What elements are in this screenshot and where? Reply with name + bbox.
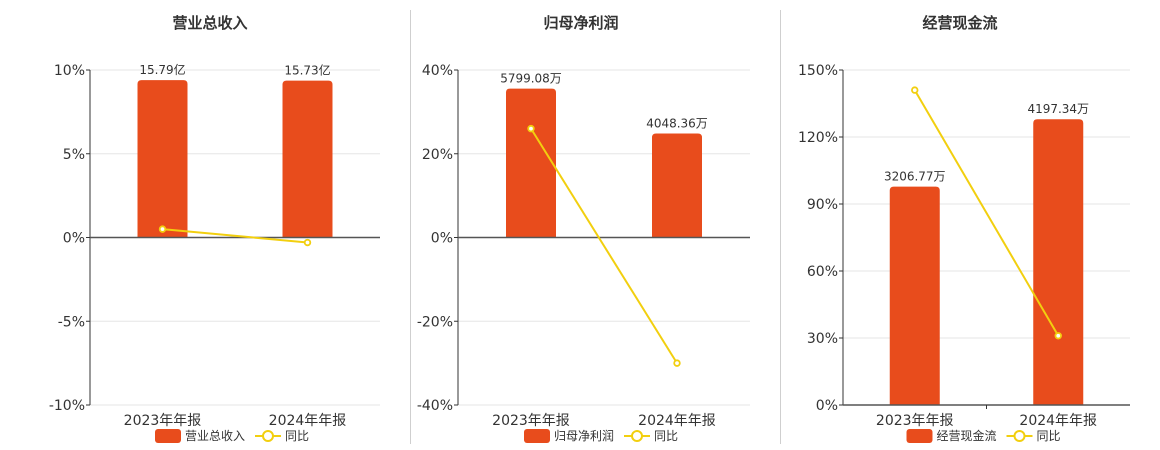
panel-divider-2 xyxy=(780,10,781,444)
legend-bar-label: 营业总收入 xyxy=(185,429,245,443)
x-tick-label: 2023年年报 xyxy=(876,413,954,429)
bar-data-label: 15.73亿 xyxy=(284,63,330,78)
chart-panel-1: 营业总收入 10% 5% 0% -5% -10% 15.79亿 15.73亿 2023年年报 20… xyxy=(49,14,380,443)
yoy-line xyxy=(913,89,1060,337)
panel-divider-1 xyxy=(410,10,411,444)
y-tick-label: 30% xyxy=(807,331,838,347)
bar-2 xyxy=(1033,119,1084,405)
yoy-line xyxy=(162,228,308,244)
chart-title: 经营现金流 xyxy=(922,14,997,32)
legend-bar-label: 经营现金流 xyxy=(937,428,997,443)
y-tick-label: 10% xyxy=(54,63,85,79)
y-tick-label: 120% xyxy=(798,130,838,146)
y-tick-label: 0% xyxy=(431,231,453,247)
legend-line-label: 同比 xyxy=(285,429,309,443)
y-tick-label: -5% xyxy=(58,314,85,330)
y-tick-label: -10% xyxy=(49,398,85,414)
bar-data-label: 15.79亿 xyxy=(139,62,185,77)
y-tick-label: 90% xyxy=(807,197,838,213)
chart-panel-3: 经营现金流 150% 120% 90% 60% 30% 0% 3206.77万 4197.34万… xyxy=(798,14,1130,443)
bar-data-label: 4048.36万 xyxy=(646,117,708,131)
y-tick-label: 0% xyxy=(63,231,85,247)
x-tick-label: 2023年年报 xyxy=(492,413,570,429)
yoy-point-1 xyxy=(911,86,919,94)
y-tick-label: 20% xyxy=(422,147,453,163)
y-tick-label: -40% xyxy=(417,398,453,414)
bar-2 xyxy=(652,133,702,238)
yoy-point-2 xyxy=(303,238,312,247)
bar-data-label: 4197.34万 xyxy=(1027,102,1089,116)
chart-panel-2: 归母净利润 40% 20% 0% -20% -40% 5799.08万 4048.36万 202… xyxy=(417,14,750,443)
x-tick-label: 2024年年报 xyxy=(269,413,347,429)
yoy-point-1 xyxy=(158,225,167,233)
legend-bar-icon xyxy=(524,429,550,443)
bar-1 xyxy=(506,88,556,238)
yoy-point-2 xyxy=(1054,332,1062,340)
y-tick-label: 40% xyxy=(422,63,453,79)
yoy-line xyxy=(530,128,678,364)
x-tick-label: 2024年年报 xyxy=(638,413,716,429)
legend-bar-label: 归母净利润 xyxy=(554,429,614,443)
yoy-point-1 xyxy=(527,124,535,133)
legend-line-label: 同比 xyxy=(654,429,678,443)
x-tick-label: 2024年年报 xyxy=(1019,413,1097,429)
legend-line-marker xyxy=(1013,430,1026,442)
legend-line-marker xyxy=(631,430,643,442)
bar-data-label: 5799.08万 xyxy=(500,72,562,86)
legend-line-label: 同比 xyxy=(1037,429,1061,443)
chart-title: 归母净利润 xyxy=(543,14,618,32)
bar-2 xyxy=(282,80,333,238)
legend-bar-icon xyxy=(906,429,933,443)
x-tick-label: 2023年年报 xyxy=(124,413,202,429)
chart-title: 营业总收入 xyxy=(172,14,247,32)
y-tick-label: 60% xyxy=(807,264,838,280)
bar-1 xyxy=(137,80,188,238)
bar-data-label: 3206.77万 xyxy=(884,170,946,184)
y-tick-label: 0% xyxy=(816,398,838,414)
y-tick-label: -20% xyxy=(417,314,453,330)
y-tick-label: 5% xyxy=(63,147,85,163)
bar-1 xyxy=(889,186,940,405)
legend-line-marker xyxy=(262,430,274,442)
y-tick-label: 150% xyxy=(798,63,838,79)
yoy-point-2 xyxy=(673,359,681,367)
legend-bar-icon xyxy=(155,429,181,443)
